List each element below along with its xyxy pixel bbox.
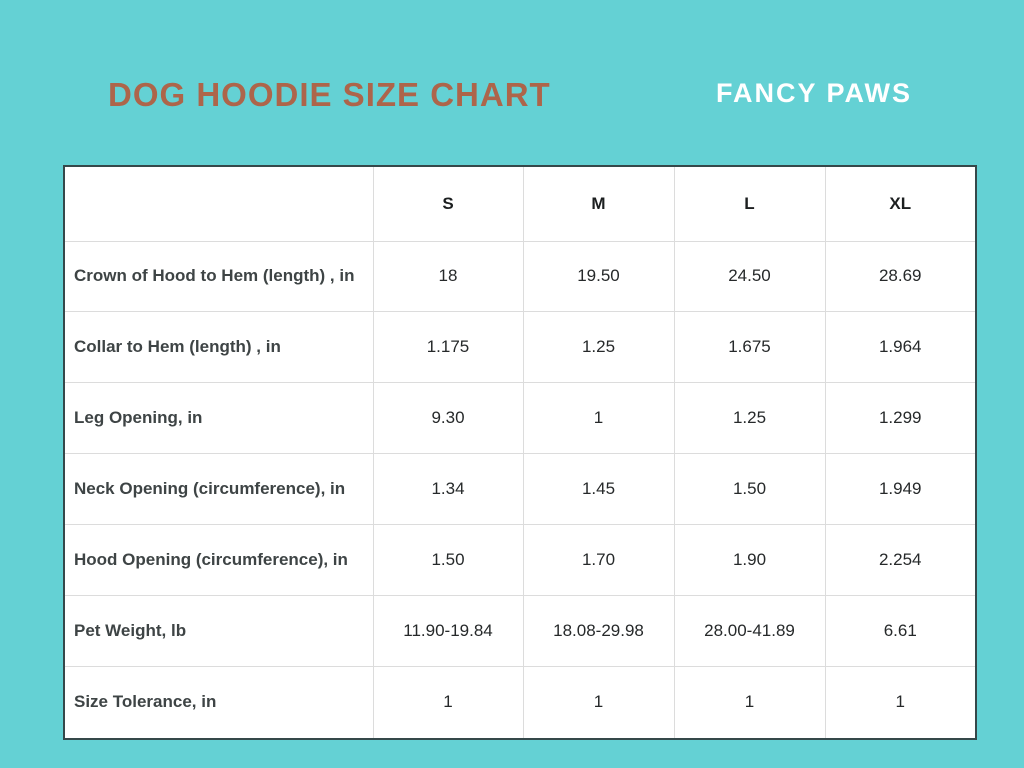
page-title: DOG HOODIE SIZE CHART bbox=[108, 76, 551, 113]
table-row: Hood Opening (circumference), in 1.50 1.70… bbox=[63, 524, 977, 596]
size-chart-table: S M L XL Crown of Hood to Hem (length) , in… bbox=[63, 165, 977, 740]
cell-value: 1.70 bbox=[522, 524, 675, 596]
table-header-row: S M L XL bbox=[63, 165, 977, 242]
column-header-blank bbox=[63, 165, 374, 242]
cell-value: 1.299 bbox=[824, 382, 977, 455]
row-label: Hood Opening (circumference), in bbox=[63, 524, 374, 596]
cell-value: 1 bbox=[372, 665, 524, 740]
cell-value: 28.00-41.89 bbox=[673, 594, 826, 667]
cell-value: 1.675 bbox=[673, 311, 826, 384]
cell-value: 18.08-29.98 bbox=[522, 594, 675, 667]
cell-value: 1.175 bbox=[372, 311, 524, 384]
cell-value: 1.50 bbox=[673, 453, 826, 526]
cell-value: 1 bbox=[824, 665, 977, 740]
cell-value: 1.949 bbox=[824, 453, 977, 526]
cell-value: 1.34 bbox=[372, 453, 524, 526]
cell-value: 11.90-19.84 bbox=[372, 594, 524, 667]
row-label: Size Tolerance, in bbox=[63, 665, 374, 740]
row-label: Neck Opening (circumference), in bbox=[63, 453, 374, 526]
table-row: Pet Weight, lb 11.90-19.84 18.08-29.98 28.0… bbox=[63, 594, 977, 667]
cell-value: 1 bbox=[522, 665, 675, 740]
row-label: Leg Opening, in bbox=[63, 382, 374, 455]
cell-value: 18 bbox=[372, 240, 524, 313]
cell-value: 1.90 bbox=[673, 524, 826, 596]
cell-value: 1 bbox=[673, 665, 826, 740]
column-header-m: M bbox=[522, 165, 675, 242]
row-label: Collar to Hem (length) , in bbox=[63, 311, 374, 384]
row-label: Crown of Hood to Hem (length) , in bbox=[63, 240, 374, 313]
cell-value: 1.25 bbox=[673, 382, 826, 455]
column-header-s: S bbox=[372, 165, 524, 242]
table-body: Crown of Hood to Hem (length) , in 18 19.5… bbox=[63, 240, 977, 740]
cell-value: 28.69 bbox=[824, 240, 977, 313]
table-row: Crown of Hood to Hem (length) , in 18 19.5… bbox=[63, 240, 977, 313]
cell-value: 19.50 bbox=[522, 240, 675, 313]
column-header-xl: XL bbox=[824, 165, 977, 242]
table-row: Size Tolerance, in 1 1 1 1 bbox=[63, 665, 977, 740]
row-label: Pet Weight, lb bbox=[63, 594, 374, 667]
cell-value: 2.254 bbox=[824, 524, 977, 596]
brand-name: FANCY PAWS bbox=[716, 78, 913, 108]
table-row: Neck Opening (circumference), in 1.34 1.45… bbox=[63, 453, 977, 526]
cell-value: 1.964 bbox=[824, 311, 977, 384]
table-row: Collar to Hem (length) , in 1.175 1.25 1.67… bbox=[63, 311, 977, 384]
cell-value: 1.25 bbox=[522, 311, 675, 384]
column-header-l: L bbox=[673, 165, 826, 242]
cell-value: 6.61 bbox=[824, 594, 977, 667]
table-row: Leg Opening, in 9.30 1 1.25 1.299 bbox=[63, 382, 977, 455]
cell-value: 24.50 bbox=[673, 240, 826, 313]
cell-value: 9.30 bbox=[372, 382, 524, 455]
cell-value: 1.50 bbox=[372, 524, 524, 596]
cell-value: 1 bbox=[522, 382, 675, 455]
cell-value: 1.45 bbox=[522, 453, 675, 526]
